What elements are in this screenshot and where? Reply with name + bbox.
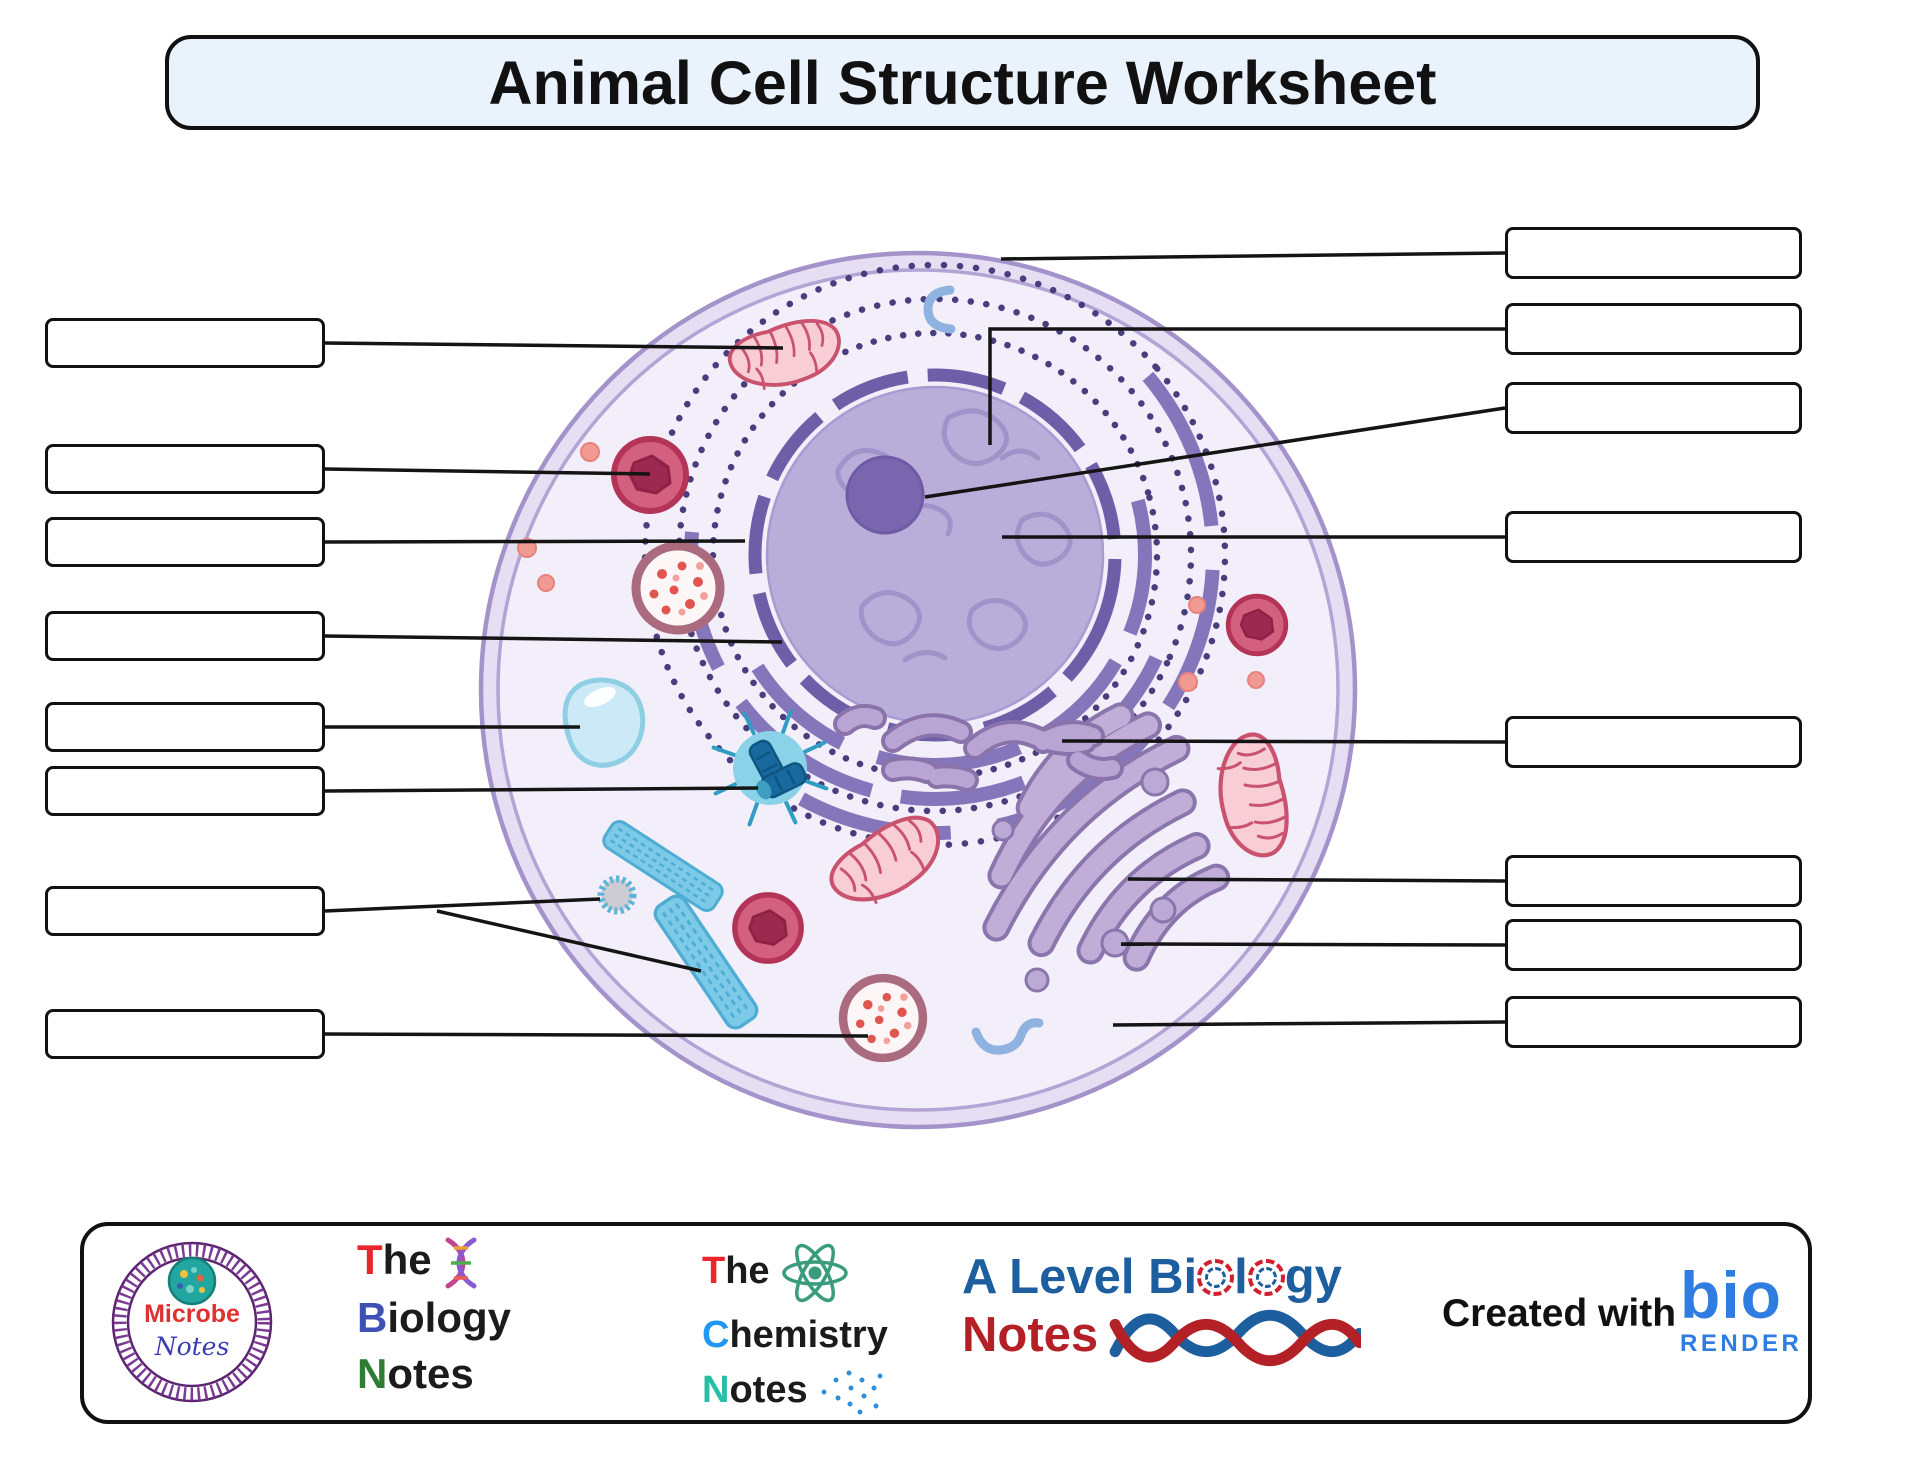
- lysosome-icon: [735, 895, 801, 961]
- brand-text: l: [1234, 1250, 1248, 1304]
- leader-line: [924, 406, 1506, 499]
- leader-line: [988, 327, 1505, 445]
- answer-box-right-5[interactable]: [1505, 716, 1802, 768]
- answer-box-left-2[interactable]: [45, 444, 325, 494]
- biorender-render-text: RENDER: [1680, 1330, 1803, 1357]
- leader-line: [1112, 1020, 1506, 1027]
- chromatin-icon: [835, 408, 1073, 663]
- brand-text: iology: [387, 1293, 512, 1341]
- chemistry-notes-logo: The Chemistry Notes: [702, 1238, 888, 1418]
- answer-box-left-1[interactable]: [45, 318, 325, 368]
- brand-letter: B: [357, 1293, 388, 1341]
- microbe-notes-word2: Notes: [154, 1332, 230, 1361]
- leader-line: [324, 1032, 869, 1038]
- nucleus-icon: [748, 368, 1122, 742]
- leader-line: [324, 341, 784, 350]
- brand-letter: T: [702, 1250, 726, 1293]
- created-with-text: Created with: [1442, 1292, 1677, 1335]
- brand-text: gy: [1284, 1250, 1342, 1304]
- leader-line: [1000, 251, 1506, 261]
- footer-bar: Microbe Notes The Biology Notes The: [80, 1222, 1812, 1424]
- golgi-vesicle-icon: [991, 767, 1177, 993]
- brand-text: hemistry: [729, 1314, 888, 1356]
- biology-notes-logo: The Biology Notes: [357, 1232, 511, 1402]
- brand-letter: N: [357, 1349, 388, 1397]
- answer-box-right-4[interactable]: [1505, 511, 1802, 563]
- answer-box-left-6[interactable]: [45, 766, 325, 816]
- biorender-bio-text: bio: [1680, 1258, 1782, 1332]
- leader-line: [436, 909, 702, 973]
- brand-letter: N: [702, 1369, 730, 1411]
- smooth-er-icon: [833, 704, 1124, 792]
- peroxisome-icon: [636, 546, 720, 630]
- dna-icon: [445, 1237, 477, 1289]
- microtubule-cross-section-icon: [597, 875, 637, 915]
- leader-line: [324, 786, 759, 793]
- cytoskeleton-filament-icon: [923, 285, 1044, 1055]
- microbe-icon: [167, 1256, 217, 1306]
- brand-text: A Level Bi: [962, 1250, 1198, 1304]
- answer-box-left-4[interactable]: [45, 611, 325, 661]
- brand-text: he: [382, 1236, 432, 1283]
- brand-text: he: [725, 1250, 770, 1293]
- leader-line: [324, 897, 601, 913]
- dna-helix-icon: [1109, 1309, 1365, 1367]
- plasmid-o-icon: [1197, 1259, 1235, 1296]
- answer-box-right-2[interactable]: [1505, 303, 1802, 355]
- leader-line: [324, 634, 783, 644]
- brand-text: otes: [387, 1349, 474, 1397]
- answer-box-left-8[interactable]: [45, 1009, 325, 1059]
- answer-box-right-1[interactable]: [1505, 227, 1802, 279]
- brand-text: Notes: [962, 1308, 1099, 1362]
- answer-box-right-8[interactable]: [1505, 996, 1802, 1048]
- answer-box-left-5[interactable]: [45, 702, 325, 752]
- brand-letter: T: [357, 1236, 383, 1283]
- answer-box-right-7[interactable]: [1505, 919, 1802, 971]
- atom-icon: [781, 1243, 848, 1303]
- brand-letter: C: [702, 1314, 730, 1356]
- leader-lines: [324, 251, 1506, 1038]
- answer-box-right-6[interactable]: [1505, 855, 1802, 907]
- leader-line: [1127, 877, 1506, 883]
- leader-line: [1061, 739, 1506, 744]
- title-bar: Animal Cell Structure Worksheet: [165, 35, 1760, 130]
- microbe-notes-logo: Microbe Notes: [106, 1234, 278, 1406]
- molecule-dots-icon: [821, 1370, 883, 1415]
- answer-box-left-7[interactable]: [45, 886, 325, 936]
- brand-text: otes: [729, 1369, 808, 1411]
- nucleolus-icon: [845, 455, 925, 535]
- alevel-biology-notes-logo: A Level Bi l gy Notes: [962, 1248, 1365, 1367]
- answer-box-right-3[interactable]: [1505, 382, 1802, 434]
- peroxisome-icon: [843, 978, 923, 1058]
- page-title: Animal Cell Structure Worksheet: [488, 48, 1437, 117]
- biorender-logo: bio RENDER: [1680, 1262, 1802, 1356]
- microbe-notes-word1: Microbe: [144, 1300, 240, 1328]
- lysosome-icon: [1228, 596, 1286, 654]
- plasmid-o-icon: [1247, 1259, 1285, 1296]
- leader-line: [1120, 942, 1506, 947]
- vesicle-icon: [517, 442, 1265, 692]
- leader-line: [324, 467, 651, 476]
- vacuole-icon: [562, 677, 646, 768]
- leader-line: [324, 539, 746, 544]
- dna-ring-icon: [111, 1241, 273, 1403]
- answer-box-left-3[interactable]: [45, 517, 325, 567]
